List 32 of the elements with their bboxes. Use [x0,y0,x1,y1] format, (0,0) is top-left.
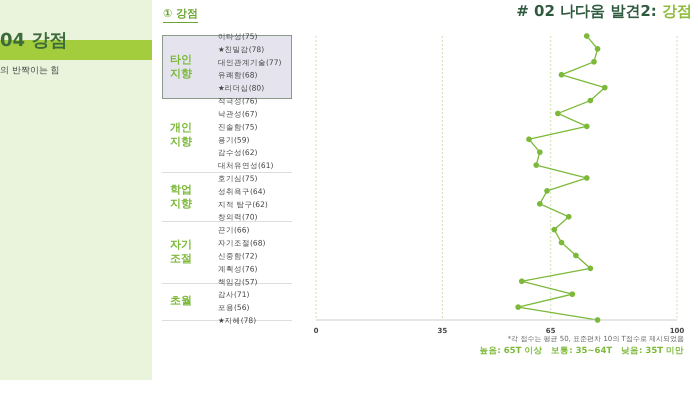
point [544,188,550,194]
point [558,240,564,246]
text: 초월 [170,294,192,308]
text: 타인 지향 [170,52,192,81]
text: 높음: 65T 이상 보통: 35~64T 낮음: 35T 미만 [479,345,684,357]
point [569,291,576,298]
point [591,58,597,65]
text: 의 반짝이는 힘 [0,65,60,77]
point [594,317,600,323]
point [555,110,561,116]
point [584,175,590,181]
text: 개인 지향 [170,120,192,149]
point [566,214,572,220]
point [573,252,579,258]
point [518,278,525,284]
point [584,33,590,39]
point [536,200,543,207]
point [533,162,540,168]
text: 자기 조절 [170,238,192,266]
point [551,226,558,232]
point [536,149,543,156]
text: ① 강점 [163,6,198,23]
point [526,136,532,142]
point [584,124,590,130]
chart-title: # 02 나다움 발견2: 강점 [516,2,692,21]
point [515,304,522,310]
point [558,72,564,78]
point [588,266,594,272]
point [588,98,594,104]
point [594,46,600,52]
point [602,84,608,90]
text: 학업 지향 [170,182,192,211]
